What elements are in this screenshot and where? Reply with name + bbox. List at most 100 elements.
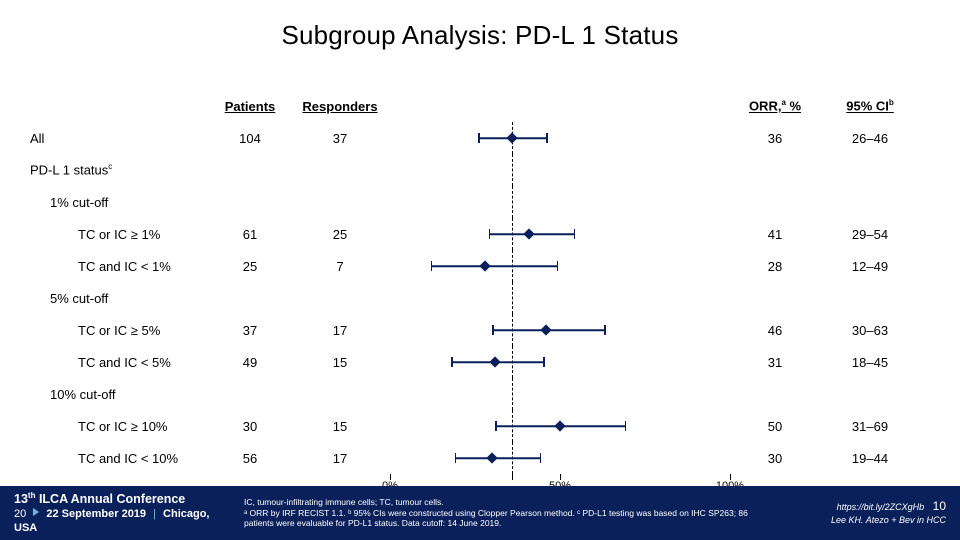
forest-cell [390, 250, 730, 282]
forest-cell [390, 346, 730, 378]
cell-responders: 25 [290, 227, 390, 242]
ci-cap-right [625, 421, 627, 431]
forest-cell [390, 186, 730, 218]
forest-cell [390, 314, 730, 346]
cell-orr: 36 [730, 131, 820, 146]
point-estimate [486, 452, 497, 463]
ci-bar [431, 265, 557, 267]
ci-cap-left [495, 421, 497, 431]
table-row: TC or IC ≥ 1%61254129–54 [30, 218, 930, 250]
point-estimate [490, 356, 501, 367]
cell-responders: 15 [290, 419, 390, 434]
hdr-orr: ORR,a % [730, 98, 820, 113]
cell-ci: 26–46 [820, 131, 920, 146]
cell-orr: 30 [730, 451, 820, 466]
cell-orr: 50 [730, 419, 820, 434]
ci-cap-left [492, 325, 494, 335]
table-row: 1% cut-off [30, 186, 930, 218]
conference-title: 13th ILCA Annual Conference [14, 491, 234, 507]
row-label: All [30, 131, 210, 146]
reference-line [512, 282, 513, 314]
forest-cell [390, 410, 730, 442]
ci-cap-left [431, 261, 433, 271]
page-number: 10 [933, 499, 946, 513]
row-label: TC and IC < 10% [30, 451, 210, 466]
cell-orr: 46 [730, 323, 820, 338]
ci-cap-right [540, 453, 542, 463]
reference-line [512, 154, 513, 186]
footer-link: https://bit.ly/2ZCXgHb [837, 502, 925, 512]
row-label: TC and IC < 5% [30, 355, 210, 370]
table-row: TC or IC ≥ 5%3717 4630–63 [30, 314, 930, 346]
footnote-line1: IC, tumour-infiltrating immune cells; TC… [244, 497, 776, 508]
reference-line [512, 474, 513, 480]
ci-cap-left [478, 133, 480, 143]
point-estimate [541, 324, 552, 335]
cell-orr: 28 [730, 259, 820, 274]
cell-ci: 18–45 [820, 355, 920, 370]
forest-cell [390, 154, 730, 186]
triangle-icon [33, 508, 39, 516]
footer-right: https://bit.ly/2ZCXgHb 10 Lee KH. Atezo … [786, 499, 946, 526]
footnote-line2: ᵃ ORR by IRF RECIST 1.1. ᵇ 95% CIs were … [244, 508, 776, 529]
row-label: 1% cut-off [30, 195, 210, 210]
hdr-ci-text: 95% CI [846, 99, 889, 114]
row-label: 10% cut-off [30, 387, 210, 402]
row-label: PD-L 1 statusc [30, 162, 210, 177]
table-header: Patients Responders ORR,a % 95% CIb [30, 90, 930, 122]
reference-line [512, 378, 513, 410]
slide: Subgroup Analysis: PD-L 1 Status Patient… [0, 0, 960, 540]
cell-patients: 30 [210, 419, 290, 434]
ci-cap-left [455, 453, 457, 463]
cell-responders: 7 [290, 259, 390, 274]
cell-ci: 31–69 [820, 419, 920, 434]
table-row: 10% cut-off [30, 378, 930, 410]
table-row: All10437 3626–46 [30, 122, 930, 154]
hdr-ci-sup: b [889, 98, 894, 107]
cell-ci: 19–44 [820, 451, 920, 466]
footer-left: 13th ILCA Annual Conference 20 22 Septem… [14, 491, 234, 536]
table-body: All104373626–46PD-L 1 statusc1% cut-offT… [30, 122, 930, 474]
cell-patients: 61 [210, 227, 290, 242]
hdr-responders: Responders [290, 99, 390, 114]
hdr-patients: Patients [210, 99, 290, 114]
row-label: TC or IC ≥ 1% [30, 227, 210, 242]
ci-cap-right [574, 229, 576, 239]
table-row: TC or IC ≥ 10%3015 5031–69 [30, 410, 930, 442]
row-label: TC or IC ≥ 5% [30, 323, 210, 338]
ci-cap-right [546, 133, 548, 143]
hdr-ci: 95% CIb [820, 98, 920, 113]
forest-table: Patients Responders ORR,a % 95% CIb All1… [30, 90, 930, 502]
point-estimate [507, 132, 518, 143]
footer: 13th ILCA Annual Conference 20 22 Septem… [0, 486, 960, 540]
ci-cap-right [543, 357, 545, 367]
forest-cell [390, 378, 730, 410]
conf-rest: ILCA Annual Conference [35, 492, 185, 506]
point-estimate [480, 260, 491, 271]
cell-responders: 17 [290, 323, 390, 338]
cell-patients: 104 [210, 131, 290, 146]
row-label: TC or IC ≥ 10% [30, 419, 210, 434]
cell-responders: 37 [290, 131, 390, 146]
cell-patients: 49 [210, 355, 290, 370]
forest-cell [390, 122, 730, 154]
cell-patients: 37 [210, 323, 290, 338]
cell-ci: 30–63 [820, 323, 920, 338]
table-row: 5% cut-off [30, 282, 930, 314]
cell-orr: 41 [730, 227, 820, 242]
hdr-forest [390, 90, 730, 122]
table-row: TC and IC < 5%49153118–45 [30, 346, 930, 378]
conference-info: 20 22 September 2019 | Chicago, USA [14, 507, 234, 536]
cell-responders: 17 [290, 451, 390, 466]
forest-cell [390, 442, 730, 474]
conf-date: 22 September 2019 [46, 508, 146, 520]
row-label-sup: c [108, 162, 112, 171]
table-row: PD-L 1 statusc [30, 154, 930, 186]
cell-responders: 15 [290, 355, 390, 370]
cell-patients: 56 [210, 451, 290, 466]
reference-line [512, 186, 513, 218]
point-estimate [524, 228, 535, 239]
point-estimate [554, 420, 565, 431]
table-row: TC and IC < 1%2572812–49 [30, 250, 930, 282]
ci-cap-right [604, 325, 606, 335]
